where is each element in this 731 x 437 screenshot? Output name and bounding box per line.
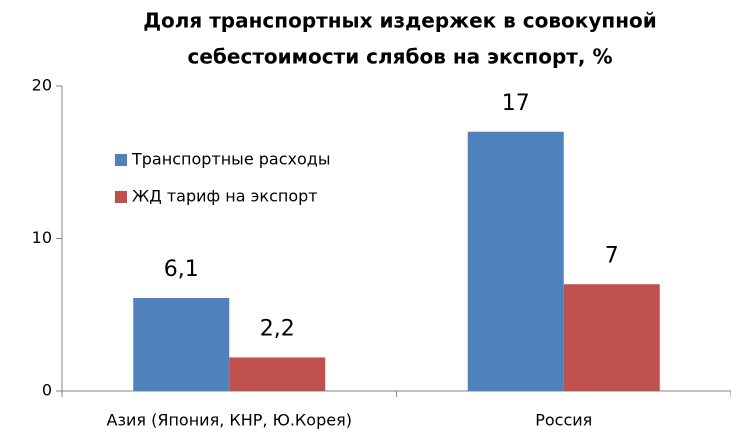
legend-label: ЖД тариф на экспорт	[132, 187, 318, 206]
value-label: 17	[502, 91, 530, 116]
legend-swatch	[115, 191, 127, 203]
y-tick-label: 10	[32, 228, 52, 247]
x-tick-label: Россия	[535, 411, 592, 430]
value-label: 2,2	[260, 316, 295, 341]
chart-title: себестоимости слябов на экспорт, %	[188, 45, 613, 69]
value-label: 6,1	[164, 257, 199, 282]
y-tick-label: 20	[32, 76, 52, 95]
bar	[229, 357, 326, 391]
bar	[467, 131, 564, 391]
bar	[563, 284, 660, 391]
y-tick-label: 0	[42, 381, 52, 400]
legend-label: Транспортные расходы	[131, 150, 330, 169]
x-tick-label: Азия (Япония, КНР, Ю.Корея)	[107, 411, 352, 430]
legend-swatch	[115, 154, 127, 166]
chart-title: Доля транспортных издержек в совокупной	[143, 9, 657, 33]
value-label: 7	[605, 243, 619, 268]
bar	[133, 297, 230, 391]
